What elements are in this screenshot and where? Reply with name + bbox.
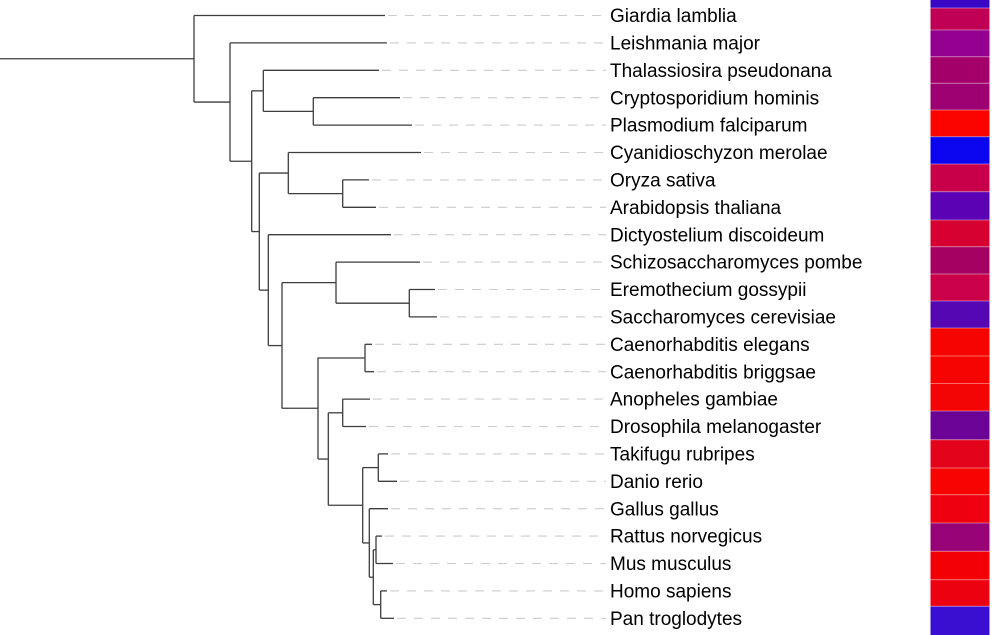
heatmap-cell bbox=[930, 8, 990, 30]
species-label: Homo sapiens bbox=[610, 582, 731, 603]
heatmap-cell bbox=[930, 220, 990, 247]
heatmap-cell bbox=[930, 551, 990, 580]
alignment-dashes bbox=[369, 14, 606, 619]
species-label: Gallus gallus bbox=[610, 499, 719, 520]
heatmap-cell bbox=[930, 164, 990, 192]
heatmap-cell bbox=[930, 274, 990, 301]
heatmap-cell bbox=[930, 468, 990, 495]
species-label: Eremothecium gossypii bbox=[610, 280, 806, 301]
heatmap-cell bbox=[930, 383, 990, 411]
heatmap-cell bbox=[930, 356, 990, 384]
species-label: Schizosaccharomyces pombe bbox=[610, 253, 862, 274]
species-label: Pan troglodytes bbox=[610, 609, 742, 630]
species-label: Plasmodium falciparum bbox=[610, 116, 807, 137]
tree-branches bbox=[0, 14, 437, 619]
heatmap-cell bbox=[930, 83, 990, 110]
heatmap-cell bbox=[930, 110, 990, 137]
heatmap-cell bbox=[930, 0, 990, 8]
species-label: Takifugu rubripes bbox=[610, 445, 755, 466]
species-label: Caenorhabditis briggsae bbox=[610, 362, 816, 383]
species-label: Cyanidioschyzon merolae bbox=[610, 143, 828, 164]
species-label: Oryza sativa bbox=[610, 171, 716, 192]
species-label: Thalassiosira pseudonana bbox=[610, 61, 832, 82]
species-label: Danio rerio bbox=[610, 472, 703, 493]
heatmap-cell bbox=[930, 579, 990, 607]
heatmap-cell bbox=[930, 328, 990, 356]
heatmap-cell bbox=[930, 439, 990, 468]
heatmap-cell bbox=[930, 56, 990, 84]
species-label: Drosophila melanogaster bbox=[610, 417, 822, 438]
heatmap-cell bbox=[930, 411, 990, 440]
heatmap-cell bbox=[930, 136, 990, 164]
species-label: Caenorhabditis elegans bbox=[610, 335, 810, 356]
heatmap-cell bbox=[930, 523, 990, 552]
heatmap-column bbox=[930, 0, 990, 635]
species-label: Leishmania major bbox=[610, 34, 761, 55]
species-label: Rattus norvegicus bbox=[610, 527, 762, 548]
heatmap-cell bbox=[930, 246, 990, 274]
heatmap-cell bbox=[930, 301, 990, 328]
species-label: Arabidopsis thaliana bbox=[610, 198, 782, 219]
species-label: Dictyostelium discoideum bbox=[610, 225, 824, 246]
heatmap-cell bbox=[930, 30, 990, 57]
species-label: Anopheles gambiae bbox=[610, 390, 778, 411]
heatmap-cell bbox=[930, 494, 990, 523]
species-label: Mus musculus bbox=[610, 554, 731, 575]
species-label: Cryptosporidium hominis bbox=[610, 88, 819, 109]
heatmap-cell bbox=[930, 606, 990, 635]
species-label: Giardia lamblia bbox=[610, 6, 737, 27]
species-label: Saccharomyces cerevisiae bbox=[610, 308, 836, 329]
heatmap-cell bbox=[930, 191, 990, 220]
species-labels: Giardia lamblia Leishmania major Thalassio… bbox=[610, 6, 862, 630]
